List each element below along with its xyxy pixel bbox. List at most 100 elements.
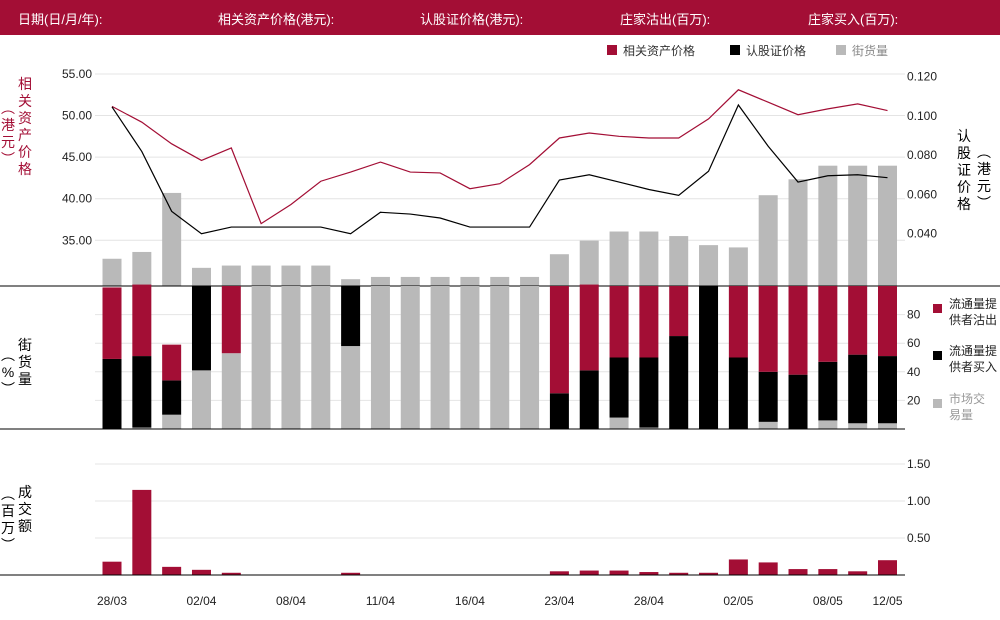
right-tick-label: 0.120 — [907, 69, 937, 83]
stacked-bar-segment — [848, 354, 868, 424]
stacked-bar-segment — [311, 286, 331, 429]
turnover-axis-label: 成交额 — [18, 484, 32, 534]
turnover-bar — [579, 570, 599, 575]
x-tick-label: 08/05 — [813, 594, 843, 608]
turnover-bar — [848, 571, 868, 575]
stacked-bar-segment — [639, 427, 659, 429]
legend-swatch — [836, 45, 846, 55]
stacked-bar-segment — [788, 286, 808, 375]
stacked-bar-segment — [579, 284, 599, 371]
underlying-price-label: 相关资产价格(港元): — [218, 12, 335, 27]
stacked-bar-segment — [758, 421, 778, 429]
turnover-bar — [221, 572, 241, 575]
stacked-bar-segment — [490, 286, 510, 429]
x-tick-label: 02/05 — [723, 594, 753, 608]
stacked-bar-segment — [848, 286, 868, 355]
stacked-bar-segment — [609, 417, 629, 429]
stacked-bar-segment — [370, 286, 390, 429]
stacked-bar-segment — [878, 286, 897, 357]
stacked-bar-segment — [400, 286, 420, 429]
outstanding-bar — [221, 265, 241, 286]
left-tick-label: 50.00 — [62, 109, 92, 123]
mid-tick-label: 20 — [907, 393, 921, 407]
x-tick-label: 23/04 — [544, 594, 574, 608]
stack-legend-swatch — [933, 399, 942, 408]
legend-label: 街货量 — [852, 43, 888, 58]
turnover-bar — [728, 559, 748, 575]
right-tick-label: 0.100 — [907, 109, 937, 123]
dealer-buy-label: 庄家买入(百万): — [808, 12, 899, 27]
stacked-bar-segment — [639, 286, 659, 358]
x-tick-label: 28/03 — [97, 594, 127, 608]
left-tick-label: 45.00 — [62, 150, 92, 164]
chart-svg: 55.00 50.00 45.00 40.00 35.00 0.120 0.100 0.080… — [0, 43, 1000, 608]
legend-swatch — [730, 45, 740, 55]
stack-legend-label: 流通量提 — [949, 343, 997, 358]
turnover-axis-unit: ︵ 百万 ︶ — [1, 486, 15, 553]
stacked-bar-segment — [281, 286, 301, 429]
stacked-bar-segment — [520, 286, 540, 429]
stacked-bar-segment — [251, 286, 271, 429]
x-tick-label: 12/05 — [872, 594, 902, 608]
turnover-bar — [669, 572, 689, 575]
stacked-bar-segment — [639, 357, 659, 428]
outstanding-axis-label: 街货量 — [18, 337, 32, 387]
warrant-price-label: 认股证价格(港元): — [420, 12, 524, 27]
bottom-tick-label: 0.50 — [907, 531, 931, 545]
stacked-bar-segment — [162, 344, 182, 381]
outstanding-bar — [609, 231, 629, 286]
stacked-bar-segment — [102, 358, 122, 429]
mid-tick-label: 80 — [907, 308, 921, 322]
left-tick-label: 35.00 — [62, 233, 92, 247]
stacked-bar-segment — [549, 393, 569, 429]
stacked-bar-segment — [788, 374, 808, 429]
x-tick-label: 02/04 — [186, 594, 216, 608]
turnover-bar — [699, 572, 719, 575]
stacked-bar-segment — [430, 286, 450, 429]
stacked-bar-segment — [728, 357, 748, 429]
turnover-bar — [788, 569, 808, 575]
x-tick-label: 28/04 — [634, 594, 664, 608]
outstanding-bar — [281, 265, 301, 286]
dealer-sell-label: 庄家沽出(百万): — [620, 12, 711, 27]
turnover-bar — [102, 561, 122, 575]
outstanding-bar — [878, 165, 897, 286]
bottom-tick-label: 1.00 — [907, 494, 931, 508]
turnover-bar — [609, 570, 629, 575]
outstanding-bar — [818, 165, 838, 286]
stacked-bar-segment — [460, 286, 480, 429]
stack-legend-swatch — [933, 351, 942, 360]
left-tick-label: 55.00 — [62, 67, 92, 81]
outstanding-bar — [162, 192, 182, 286]
stacked-bar-segment — [191, 286, 211, 371]
stacked-bar-segment — [818, 286, 838, 362]
turnover-bar — [162, 566, 182, 575]
date-label: 日期(日/月/年): — [18, 12, 103, 27]
bottom-tick-label: 1.50 — [907, 457, 931, 471]
outstanding-bar — [699, 245, 719, 286]
outstanding-bar — [251, 265, 271, 286]
left-axis-label: 相关资产价格 — [18, 76, 32, 177]
outstanding-bar — [728, 247, 748, 286]
mid-tick-label: 60 — [907, 336, 921, 350]
stacked-bar-segment — [132, 356, 152, 428]
stacked-bar-segment — [758, 286, 778, 372]
stacked-bar-segment — [609, 286, 629, 358]
stacked-bar-segment — [878, 356, 897, 424]
outstanding-bar — [520, 276, 540, 286]
outstanding-bar — [400, 276, 420, 286]
stack-legend-label: 供者沽出 — [949, 313, 997, 327]
right-axis-label: 认股证价格 — [957, 128, 971, 212]
legend-label: 相关资产价格 — [623, 43, 695, 58]
outstanding-bar — [430, 276, 450, 286]
turnover-bar — [132, 489, 152, 575]
right-axis-unit: ︵ 港元 ︶ — [977, 144, 991, 211]
left-tick-label: 40.00 — [62, 192, 92, 206]
legend-label: 认股证价格 — [746, 43, 806, 58]
outstanding-bar — [490, 276, 510, 286]
outstanding-bar — [788, 179, 808, 286]
outstanding-bar — [102, 258, 122, 286]
stacked-bar-segment — [878, 423, 897, 429]
x-tick-label: 08/04 — [276, 594, 306, 608]
stack-legend-label: 供者买入 — [949, 360, 997, 374]
